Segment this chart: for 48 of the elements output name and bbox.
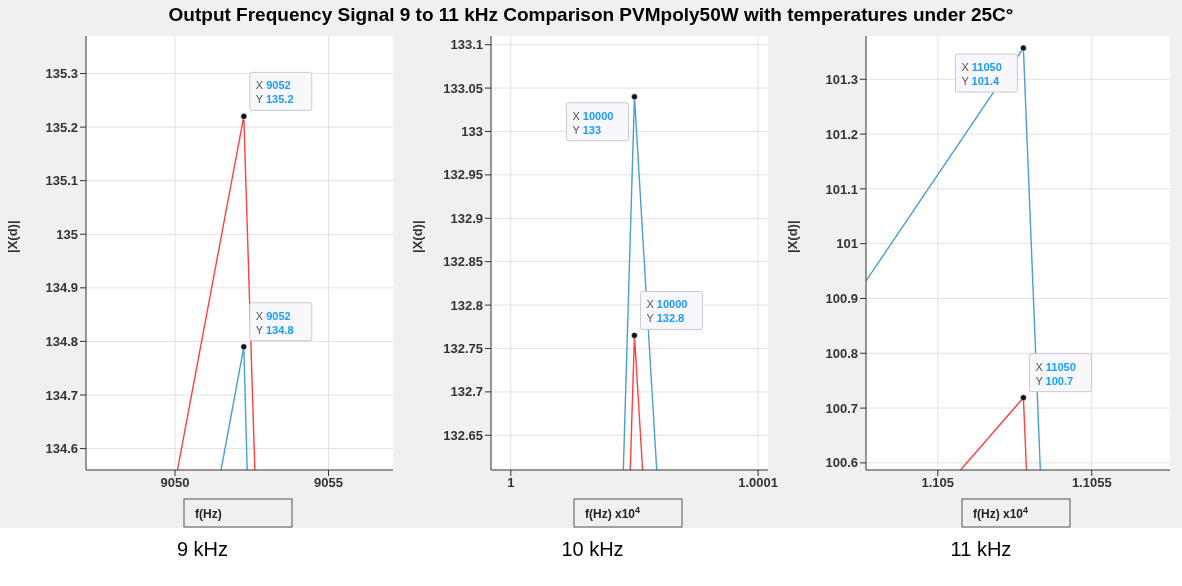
y-tick-label: 134.8 xyxy=(45,334,78,350)
y-tick-label: 134.9 xyxy=(45,280,78,296)
y-tick-label: 135.2 xyxy=(45,119,78,135)
y-tick-label: 132.85 xyxy=(443,254,483,270)
annotation: X 9052 Y 135.2 xyxy=(255,79,294,106)
text: 9 kHz xyxy=(175,538,230,561)
annotation: X 11050 Y 100.7 xyxy=(1035,360,1076,387)
y-tick-label: 101.1 xyxy=(825,181,858,197)
y-axis-title: |X(d)| xyxy=(409,220,425,253)
y-tick-label: 100.7 xyxy=(825,400,858,416)
x-tick-label: 1.1055 xyxy=(1071,475,1112,491)
x-axis-title: f(Hz) xyxy=(194,507,222,521)
y-tick-label: 100.9 xyxy=(825,291,858,307)
y-tick-label: 100.6 xyxy=(825,455,858,471)
y-tick-label: 101.2 xyxy=(825,126,858,142)
text: 10 kHz xyxy=(560,538,625,561)
y-axis-title: |X(d)| xyxy=(4,220,20,253)
y-tick-label: 135.3 xyxy=(45,66,78,82)
y-tick-label: 133 xyxy=(461,124,483,140)
y-tick-label: 132.65 xyxy=(443,427,483,443)
annotation: X 9052 Y 134.8 xyxy=(255,309,294,336)
y-tick-label: 132.9 xyxy=(450,210,483,226)
y-tick-label: 135.1 xyxy=(45,173,78,189)
annotation: X 10000 Y 132.8 xyxy=(646,298,688,325)
y-tick-label: 135 xyxy=(56,226,78,242)
y-axis-title: |X(d)| xyxy=(784,220,800,253)
y-tick-label: 133.05 xyxy=(443,80,483,96)
x-tick-label: 9055 xyxy=(314,475,343,491)
annotation: X 10000 Y 133 xyxy=(572,109,614,136)
y-tick-label: 100.8 xyxy=(825,345,858,361)
annotation: X 11050 Y 101.4 xyxy=(961,61,1002,88)
y-tick-label: 132.7 xyxy=(450,384,483,400)
x-tick-label: 1.105 xyxy=(921,475,955,491)
x-tick-label: 9050 xyxy=(160,475,190,491)
y-tick-label: 132.75 xyxy=(443,341,483,357)
y-tick-label: 101 xyxy=(836,236,858,252)
y-tick-label: 132.8 xyxy=(450,297,483,313)
text: Output Frequency Signal 9 to 11 kHz Comparison PVMpoly50W with temperatures under 25C° xyxy=(0,0,1182,28)
y-tick-label: 101.3 xyxy=(825,71,858,87)
x-axis-title: f(Hz) x10$^{4}$ xyxy=(584,505,640,521)
x-tick-label: 1 xyxy=(507,475,515,491)
x-axis-title: f(Hz) x10$^{4}$ xyxy=(973,505,1029,521)
y-tick-label: 134.6 xyxy=(45,441,78,457)
y-tick-label: 132.95 xyxy=(443,167,483,183)
y-tick-label: 133.1 xyxy=(450,37,483,53)
y-tick-label: 134.7 xyxy=(45,387,78,403)
text: 11 kHz xyxy=(949,538,1013,561)
x-tick-label: 1.0001 xyxy=(738,475,778,491)
